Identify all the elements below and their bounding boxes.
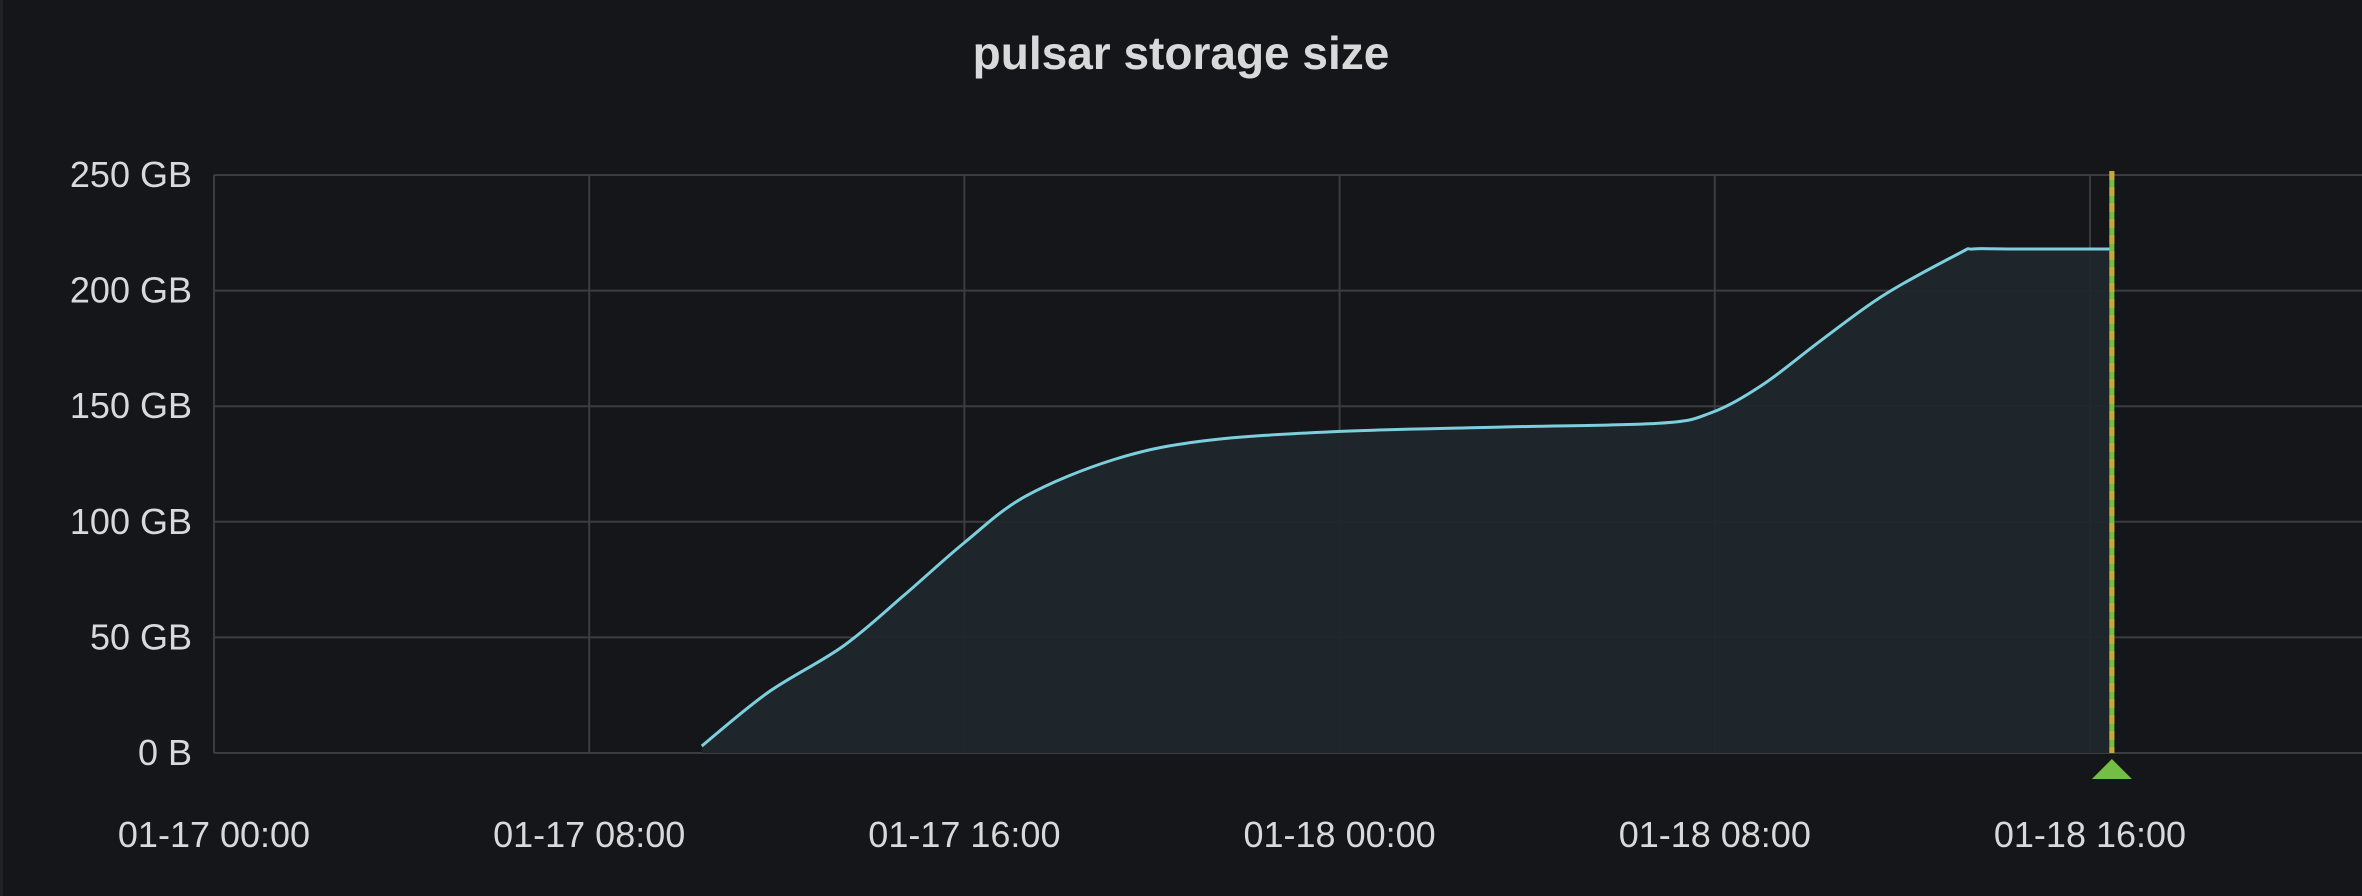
x-tick-label: 01-17 16:00 bbox=[868, 814, 1060, 855]
y-tick-label: 50 GB bbox=[90, 616, 192, 657]
x-tick-label: 01-18 08:00 bbox=[1619, 814, 1811, 855]
x-tick-label: 01-18 16:00 bbox=[1994, 814, 2186, 855]
y-tick-label: 150 GB bbox=[70, 385, 192, 426]
y-tick-label: 250 GB bbox=[70, 154, 192, 195]
x-tick-label: 01-18 00:00 bbox=[1244, 814, 1436, 855]
series-line bbox=[700, 247, 2110, 748]
y-tick-label: 200 GB bbox=[70, 270, 192, 311]
x-tick-label: 01-17 08:00 bbox=[493, 814, 685, 855]
x-tick-label: 01-17 00:00 bbox=[118, 814, 310, 855]
y-tick-label: 0 B bbox=[138, 732, 192, 773]
panel-title[interactable]: pulsar storage size bbox=[972, 27, 1390, 79]
y-tick-label: 100 GB bbox=[70, 501, 192, 542]
series-area-fill bbox=[701, 248, 2110, 753]
annotation-marker-icon[interactable] bbox=[2091, 759, 2132, 779]
